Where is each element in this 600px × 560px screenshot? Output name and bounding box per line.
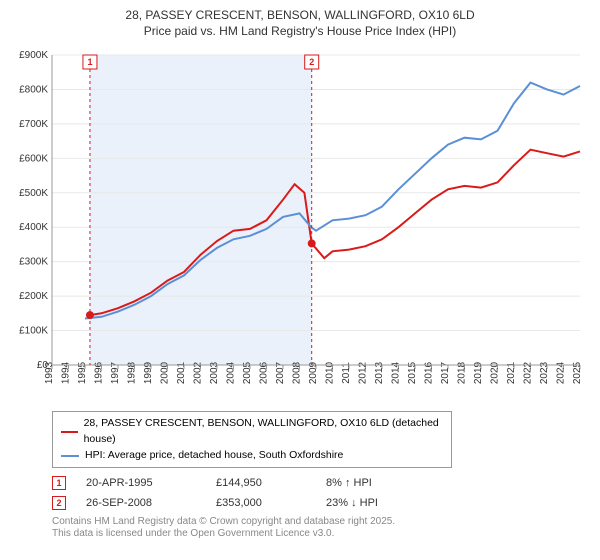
svg-text:£800K: £800K — [19, 85, 48, 96]
legend-label-1: 28, PASSEY CRESCENT, BENSON, WALLINGFORD… — [84, 416, 443, 448]
marker-box-2: 2 — [52, 496, 66, 510]
svg-text:£500K: £500K — [19, 188, 48, 199]
svg-text:£200K: £200K — [19, 291, 48, 302]
footnotes: 1 20-APR-1995 £144,950 8% ↑ HPI 2 26-SEP… — [52, 476, 590, 510]
footnote-2-date: 26-SEP-2008 — [86, 497, 196, 509]
legend: 28, PASSEY CRESCENT, BENSON, WALLINGFORD… — [52, 411, 452, 468]
credit-line-2: This data is licensed under the Open Gov… — [52, 528, 590, 540]
legend-label-2: HPI: Average price, detached house, Sout… — [85, 448, 343, 464]
footnote-1-delta: 8% ↑ HPI — [326, 477, 372, 489]
svg-text:£700K: £700K — [19, 119, 48, 130]
footnote-1-price: £144,950 — [216, 477, 306, 489]
svg-text:£600K: £600K — [19, 154, 48, 165]
credit-line-1: Contains HM Land Registry data © Crown c… — [52, 516, 590, 528]
legend-swatch-2 — [61, 455, 79, 457]
chart-title-block: 28, PASSEY CRESCENT, BENSON, WALLINGFORD… — [10, 8, 590, 39]
title-line-2: Price paid vs. HM Land Registry's House … — [10, 24, 590, 40]
svg-text:£400K: £400K — [19, 222, 48, 233]
legend-item-1: 28, PASSEY CRESCENT, BENSON, WALLINGFORD… — [61, 416, 443, 448]
svg-text:1: 1 — [87, 57, 92, 67]
chart-svg: £0£100K£200K£300K£400K£500K£600K£700K£80… — [10, 45, 590, 405]
footnote-2: 2 26-SEP-2008 £353,000 23% ↓ HPI — [52, 496, 590, 510]
svg-text:£900K: £900K — [19, 50, 48, 61]
svg-text:2: 2 — [309, 57, 314, 67]
footnote-2-delta: 23% ↓ HPI — [326, 497, 378, 509]
svg-text:£300K: £300K — [19, 257, 48, 268]
chart-area: £0£100K£200K£300K£400K£500K£600K£700K£80… — [10, 45, 590, 405]
marker-box-1: 1 — [52, 476, 66, 490]
footnote-2-price: £353,000 — [216, 497, 306, 509]
legend-item-2: HPI: Average price, detached house, Sout… — [61, 448, 443, 464]
legend-swatch-1 — [61, 431, 78, 433]
svg-text:£100K: £100K — [19, 326, 48, 337]
footnote-1: 1 20-APR-1995 £144,950 8% ↑ HPI — [52, 476, 590, 490]
footnote-1-date: 20-APR-1995 — [86, 477, 196, 489]
title-line-1: 28, PASSEY CRESCENT, BENSON, WALLINGFORD… — [10, 8, 590, 24]
credit: Contains HM Land Registry data © Crown c… — [52, 516, 590, 540]
